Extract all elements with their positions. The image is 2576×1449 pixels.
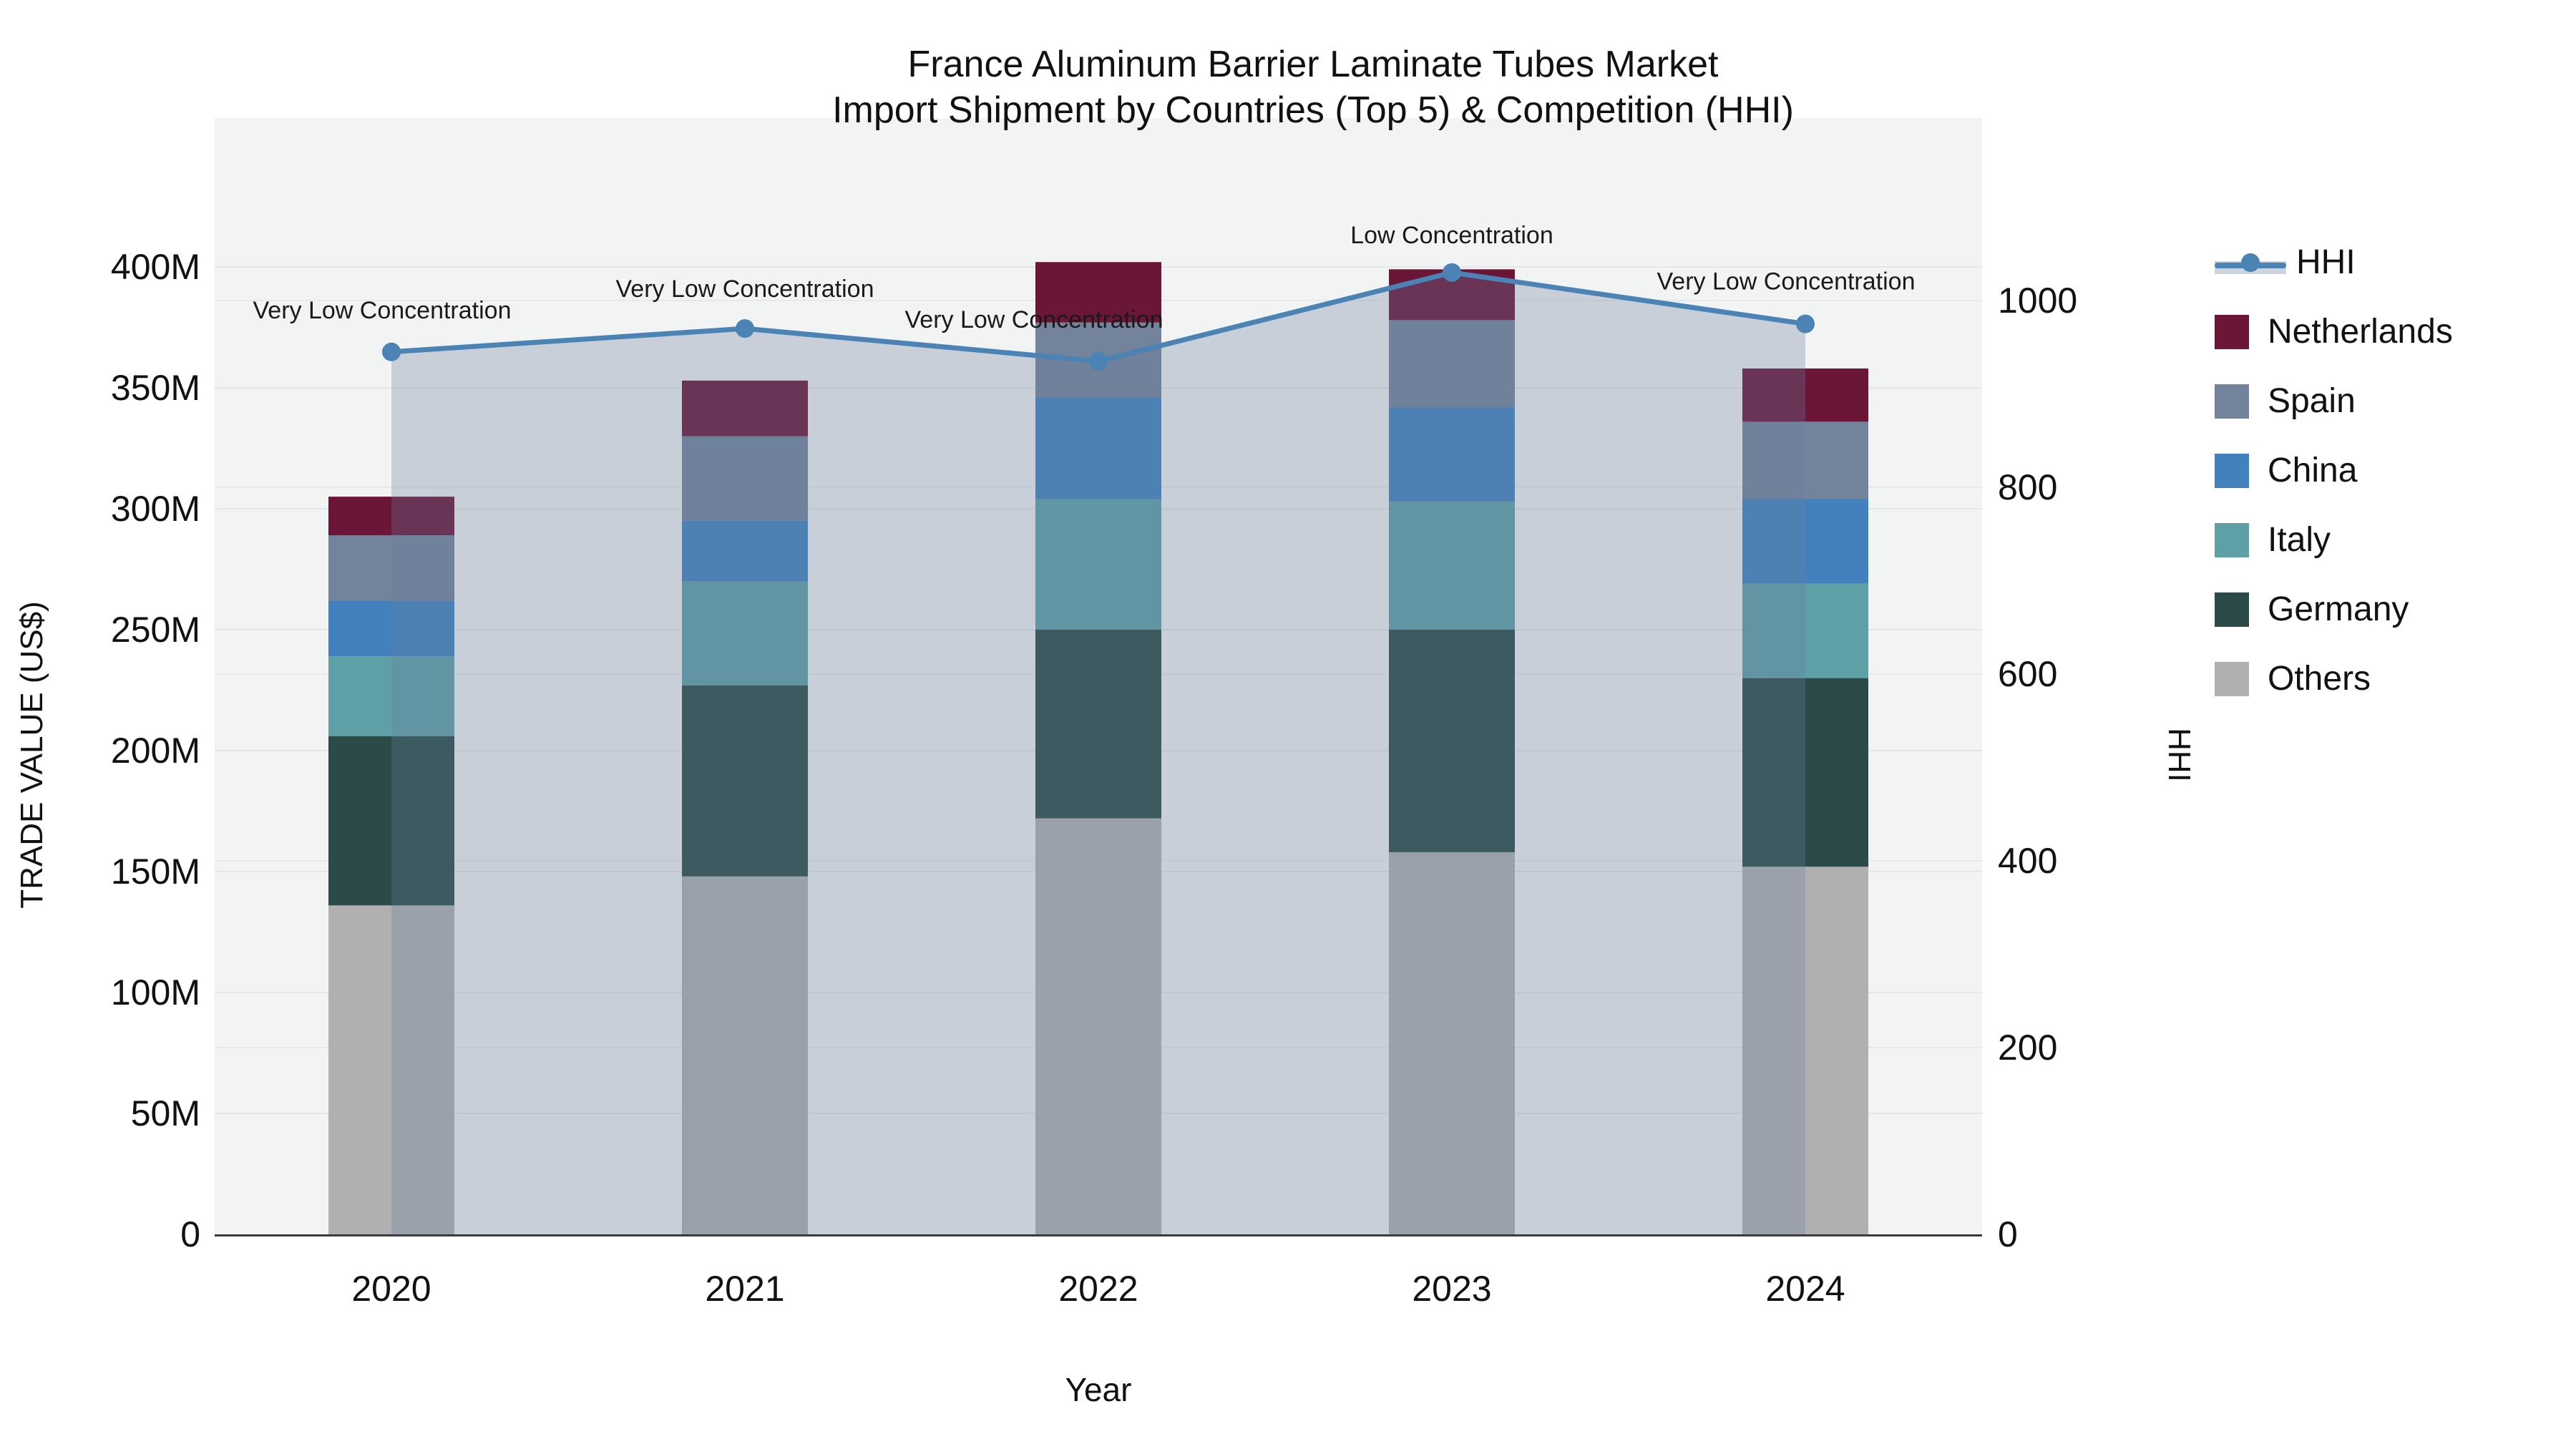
- x-axis-line: [215, 1234, 1982, 1236]
- bar-segment-others-2022[interactable]: [1035, 818, 1161, 1234]
- hhi-point-2023[interactable]: [1443, 263, 1461, 282]
- bar-segment-spain-2020[interactable]: [328, 535, 454, 601]
- y-left-axis-title: TRADE VALUE (US$): [14, 601, 49, 909]
- y-left-tick-350M: 350M: [110, 368, 200, 408]
- x-tick-2021: 2021: [705, 1269, 785, 1309]
- legend-item-netherlands[interactable]: Netherlands: [2215, 297, 2453, 366]
- y-left-tick-300M: 300M: [110, 489, 200, 529]
- y-right-tick-0: 0: [1998, 1214, 2018, 1254]
- bar-segment-germany-2021[interactable]: [682, 685, 808, 877]
- y-left-tick-100M: 100M: [110, 972, 200, 1013]
- annotation-2023: Low Concentration: [1350, 222, 1553, 249]
- legend-label: China: [2268, 452, 2358, 489]
- bar-segment-others-2023[interactable]: [1389, 852, 1515, 1234]
- hhi-line-swatch-icon: [2215, 245, 2286, 280]
- y-left-tick-400M: 400M: [110, 247, 200, 287]
- bar-segment-italy-2020[interactable]: [328, 656, 454, 736]
- italy-color-swatch-icon: [2215, 522, 2249, 557]
- y-right-tick-1000: 1000: [1998, 280, 2078, 321]
- legend-label: Spain: [2268, 382, 2356, 420]
- germany-color-swatch-icon: [2215, 592, 2249, 627]
- annotation-2020: Very Low Concentration: [253, 297, 512, 324]
- bar-segment-germany-2023[interactable]: [1389, 630, 1515, 852]
- bar-segment-others-2020[interactable]: [328, 905, 454, 1234]
- legend-item-china[interactable]: China: [2215, 436, 2453, 505]
- legend-item-spain[interactable]: Spain: [2215, 366, 2453, 436]
- x-tick-2022: 2022: [1058, 1269, 1138, 1309]
- netherlands-color-swatch-icon: [2215, 314, 2249, 349]
- bar-segment-china-2023[interactable]: [1389, 407, 1515, 502]
- bar-segment-china-2020[interactable]: [328, 600, 454, 657]
- hhi-point-2021[interactable]: [736, 319, 754, 338]
- bar-segment-others-2024[interactable]: [1742, 867, 1868, 1234]
- hhi-point-2022[interactable]: [1089, 351, 1108, 371]
- bar-segment-germany-2020[interactable]: [328, 736, 454, 906]
- annotation-2022: Very Low Concentration: [905, 306, 1163, 333]
- x-tick-2020: 2020: [351, 1269, 431, 1309]
- y-right-tick-600: 600: [1998, 654, 2058, 694]
- x-tick-2023: 2023: [1412, 1269, 1492, 1309]
- y-left-tick-250M: 250M: [110, 610, 200, 650]
- bar-segment-netherlands-2022[interactable]: [1035, 262, 1161, 323]
- y-right-tick-200: 200: [1998, 1028, 2058, 1068]
- bar-segment-italy-2021[interactable]: [682, 581, 808, 686]
- chart-title-line1: France Aluminum Barrier Laminate Tubes M…: [907, 44, 1719, 85]
- bar-segment-italy-2023[interactable]: [1389, 501, 1515, 630]
- bar-segment-netherlands-2021[interactable]: [682, 380, 808, 436]
- legend-item-hhi[interactable]: HHI: [2215, 228, 2453, 297]
- bar-segment-italy-2024[interactable]: [1742, 583, 1868, 678]
- x-tick-2024: 2024: [1765, 1269, 1845, 1309]
- legend: HHI Netherlands Spain China Italy Germany Othe…: [2215, 228, 2453, 713]
- legend-label: HHI: [2296, 243, 2356, 281]
- annotation-2024: Very Low Concentration: [1657, 268, 1916, 296]
- chart-title-line2: Import Shipment by Countries (Top 5) & C…: [832, 89, 1794, 131]
- bar-segment-others-2021[interactable]: [682, 876, 808, 1234]
- hhi-area-fill: [391, 272, 1805, 1235]
- y-left-tick-150M: 150M: [110, 852, 200, 892]
- y-right-tick-800: 800: [1998, 467, 2058, 507]
- legend-label: Netherlands: [2268, 313, 2453, 351]
- hhi-point-2024[interactable]: [1796, 314, 1815, 333]
- y-left-tick-50M: 50M: [130, 1093, 200, 1133]
- y-right-axis-title: HHI: [2162, 728, 2197, 782]
- bar-segment-germany-2024[interactable]: [1742, 678, 1868, 867]
- y-right-tick-400: 400: [1998, 841, 2058, 881]
- bar-segment-spain-2023[interactable]: [1389, 320, 1515, 408]
- bar-segment-china-2021[interactable]: [682, 520, 808, 582]
- spain-color-swatch-icon: [2215, 384, 2249, 419]
- legend-item-italy[interactable]: Italy: [2215, 505, 2453, 575]
- y-left-tick-200M: 200M: [110, 731, 200, 771]
- bar-segment-spain-2024[interactable]: [1742, 421, 1868, 499]
- x-axis-title: Year: [1065, 1371, 1132, 1408]
- bar-segment-spain-2021[interactable]: [682, 436, 808, 521]
- bar-segment-netherlands-2020[interactable]: [328, 497, 454, 536]
- legend-label: Others: [2268, 660, 2371, 698]
- others-color-swatch-icon: [2215, 661, 2249, 696]
- china-color-swatch-icon: [2215, 453, 2249, 488]
- bar-segment-china-2022[interactable]: [1035, 397, 1161, 499]
- legend-label: Germany: [2268, 590, 2409, 628]
- legend-item-germany[interactable]: Germany: [2215, 575, 2453, 644]
- bar-segment-italy-2022[interactable]: [1035, 499, 1161, 630]
- hhi-point-2020[interactable]: [382, 342, 401, 361]
- bar-segment-germany-2022[interactable]: [1035, 630, 1161, 819]
- legend-label: Italy: [2268, 521, 2331, 559]
- bar-segment-netherlands-2024[interactable]: [1742, 368, 1868, 422]
- legend-item-others[interactable]: Others: [2215, 644, 2453, 713]
- chart-title: France Aluminum Barrier Laminate Tubes M…: [50, 42, 2576, 133]
- bar-segment-china-2024[interactable]: [1742, 499, 1868, 584]
- annotation-2021: Very Low Concentration: [616, 275, 874, 303]
- y-left-tick-0: 0: [180, 1214, 200, 1254]
